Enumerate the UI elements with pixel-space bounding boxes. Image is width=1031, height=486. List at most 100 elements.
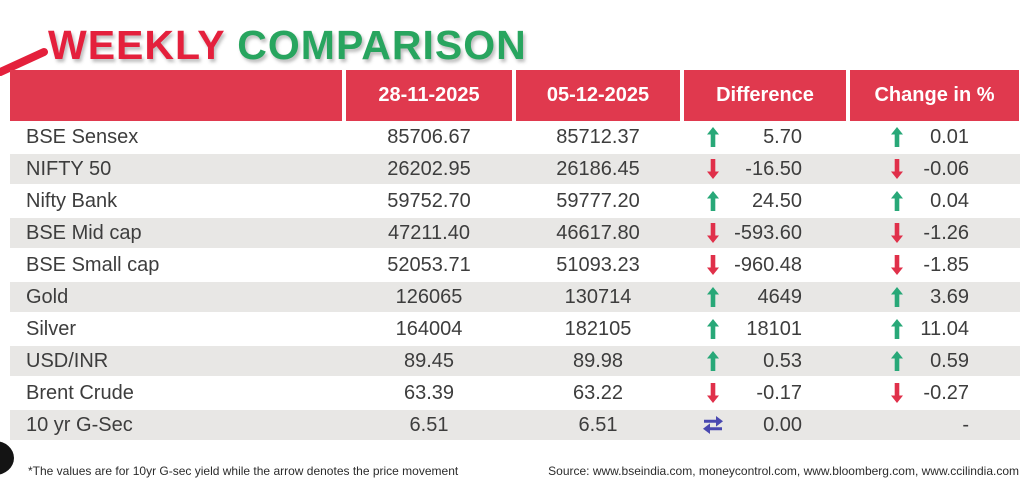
value-curr-week: 130714 (564, 285, 632, 308)
table-row: Brent Crude 63.39 63.22 -0.17 -0.27 (10, 377, 1020, 409)
difference-arrow-icon (698, 159, 728, 179)
difference-cell: -0.17 (684, 377, 846, 409)
change-arrow-icon (884, 383, 910, 403)
instrument-name: Nifty Bank (26, 189, 118, 212)
corner-logo-partial (0, 441, 14, 475)
header-cell-date-curr: 05-12-2025 (516, 70, 680, 121)
value-prev-week: 89.45 (403, 349, 455, 372)
value-prev-week: 126065 (395, 285, 463, 308)
difference-value: -960.48 (734, 253, 802, 276)
table-row: BSE Small cap 52053.71 51093.23 -960.48 … (10, 249, 1020, 281)
footnote-text: *The values are for 10yr G-sec yield whi… (28, 464, 459, 478)
page-title: WEEKLY COMPARISON (48, 25, 527, 66)
change-pct-cell: 11.04 (850, 313, 1019, 345)
table-header-row: 28-11-2025 05-12-2025 Difference Change … (10, 70, 1020, 121)
instrument-name: NIFTY 50 (26, 157, 112, 180)
value-curr-week: 85712.37 (556, 125, 640, 148)
value-prev-week: 85706.67 (387, 125, 471, 148)
table-row: BSE Mid cap 47211.40 46617.80 -593.60 -1… (10, 217, 1020, 249)
difference-arrow-icon (698, 191, 728, 211)
change-pct-cell: 0.59 (850, 345, 1019, 377)
table-row: USD/INR 89.45 89.98 0.53 0.59 (10, 345, 1020, 377)
difference-cell: 4649 (684, 281, 846, 313)
value-curr-week: 46617.80 (556, 221, 640, 244)
difference-cell: 18101 (684, 313, 846, 345)
value-prev-week: 59752.70 (387, 189, 471, 212)
value-prev-week: 6.51 (409, 413, 449, 436)
change-arrow-icon (884, 223, 910, 243)
table-row: Silver 164004 182105 18101 11.04 (10, 313, 1020, 345)
header-cell-empty (10, 70, 342, 121)
difference-cell: -960.48 (684, 249, 846, 281)
change-pct-value: 3.69 (930, 285, 969, 308)
instrument-name: Brent Crude (26, 381, 134, 404)
difference-value: 5.70 (763, 125, 802, 148)
instrument-name: USD/INR (26, 349, 109, 372)
change-arrow-icon (884, 191, 910, 211)
comparison-table: 28-11-2025 05-12-2025 Difference Change … (10, 70, 1020, 441)
change-pct-value: -1.26 (923, 221, 969, 244)
change-pct-value: 11.04 (920, 317, 969, 340)
difference-value: 0.00 (763, 413, 802, 436)
difference-cell: -593.60 (684, 217, 846, 249)
difference-arrow-icon (698, 383, 728, 403)
value-curr-week: 26186.45 (556, 157, 640, 180)
change-pct-cell: 0.04 (850, 185, 1019, 217)
change-arrow-icon (884, 255, 910, 275)
difference-arrow-icon (698, 351, 728, 371)
change-pct-value: -0.27 (923, 381, 969, 404)
difference-arrow-icon (698, 287, 728, 307)
difference-cell: 0.00 (684, 409, 846, 441)
difference-value: 0.53 (763, 349, 802, 372)
value-curr-week: 89.98 (572, 349, 624, 372)
change-pct-cell: 0.01 (850, 121, 1019, 153)
change-pct-value: - (962, 413, 969, 436)
change-pct-value: -0.06 (923, 157, 969, 180)
value-prev-week: 52053.71 (387, 253, 471, 276)
header-cell-date-prev: 28-11-2025 (346, 70, 512, 121)
instrument-name: Gold (26, 285, 69, 308)
change-arrow-icon (884, 127, 910, 147)
difference-arrow-icon (698, 127, 728, 147)
change-pct-value: 0.01 (930, 125, 969, 148)
title-word-comparison: COMPARISON (237, 22, 527, 68)
instrument-name: 10 yr G-Sec (26, 413, 133, 436)
change-pct-value: 0.59 (930, 349, 969, 372)
difference-value: 4649 (757, 285, 803, 308)
source-text: Source: www.bseindia.com, moneycontrol.c… (548, 464, 1019, 478)
table-row: BSE Sensex 85706.67 85712.37 5.70 0.01 (10, 121, 1020, 153)
change-pct-value: 0.04 (930, 189, 969, 212)
change-pct-cell: - (850, 409, 1019, 441)
instrument-name: BSE Mid cap (26, 221, 142, 244)
change-pct-cell: 3.69 (850, 281, 1019, 313)
difference-cell: -16.50 (684, 153, 846, 185)
difference-cell: 5.70 (684, 121, 846, 153)
title-word-weekly: WEEKLY (48, 22, 225, 68)
difference-arrow-icon (698, 223, 728, 243)
difference-value: 24.50 (751, 189, 802, 212)
difference-value: -0.17 (756, 381, 802, 404)
change-pct-value: -1.85 (923, 253, 969, 276)
swoosh-icon (0, 48, 48, 76)
value-curr-week: 59777.20 (556, 189, 640, 212)
value-curr-week: 51093.23 (556, 253, 640, 276)
instrument-name: BSE Small cap (26, 253, 160, 276)
change-pct-cell: -0.27 (850, 377, 1019, 409)
table-row: NIFTY 50 26202.95 26186.45 -16.50 -0.06 (10, 153, 1020, 185)
difference-value: -16.50 (745, 157, 802, 180)
difference-cell: 24.50 (684, 185, 846, 217)
table-row: Nifty Bank 59752.70 59777.20 24.50 0.04 (10, 185, 1020, 217)
value-curr-week: 6.51 (578, 413, 618, 436)
difference-value: 18101 (746, 317, 802, 340)
difference-arrow-icon (698, 319, 728, 339)
difference-value: -593.60 (734, 221, 802, 244)
change-arrow-icon (884, 159, 910, 179)
difference-arrow-icon (698, 255, 728, 275)
value-prev-week: 63.39 (403, 381, 455, 404)
change-arrow-icon (884, 351, 910, 371)
instrument-name: BSE Sensex (26, 125, 139, 148)
table-row: 10 yr G-Sec 6.51 6.51 0.00 - (10, 409, 1020, 441)
value-prev-week: 26202.95 (387, 157, 471, 180)
difference-cell: 0.53 (684, 345, 846, 377)
value-curr-week: 63.22 (572, 381, 624, 404)
